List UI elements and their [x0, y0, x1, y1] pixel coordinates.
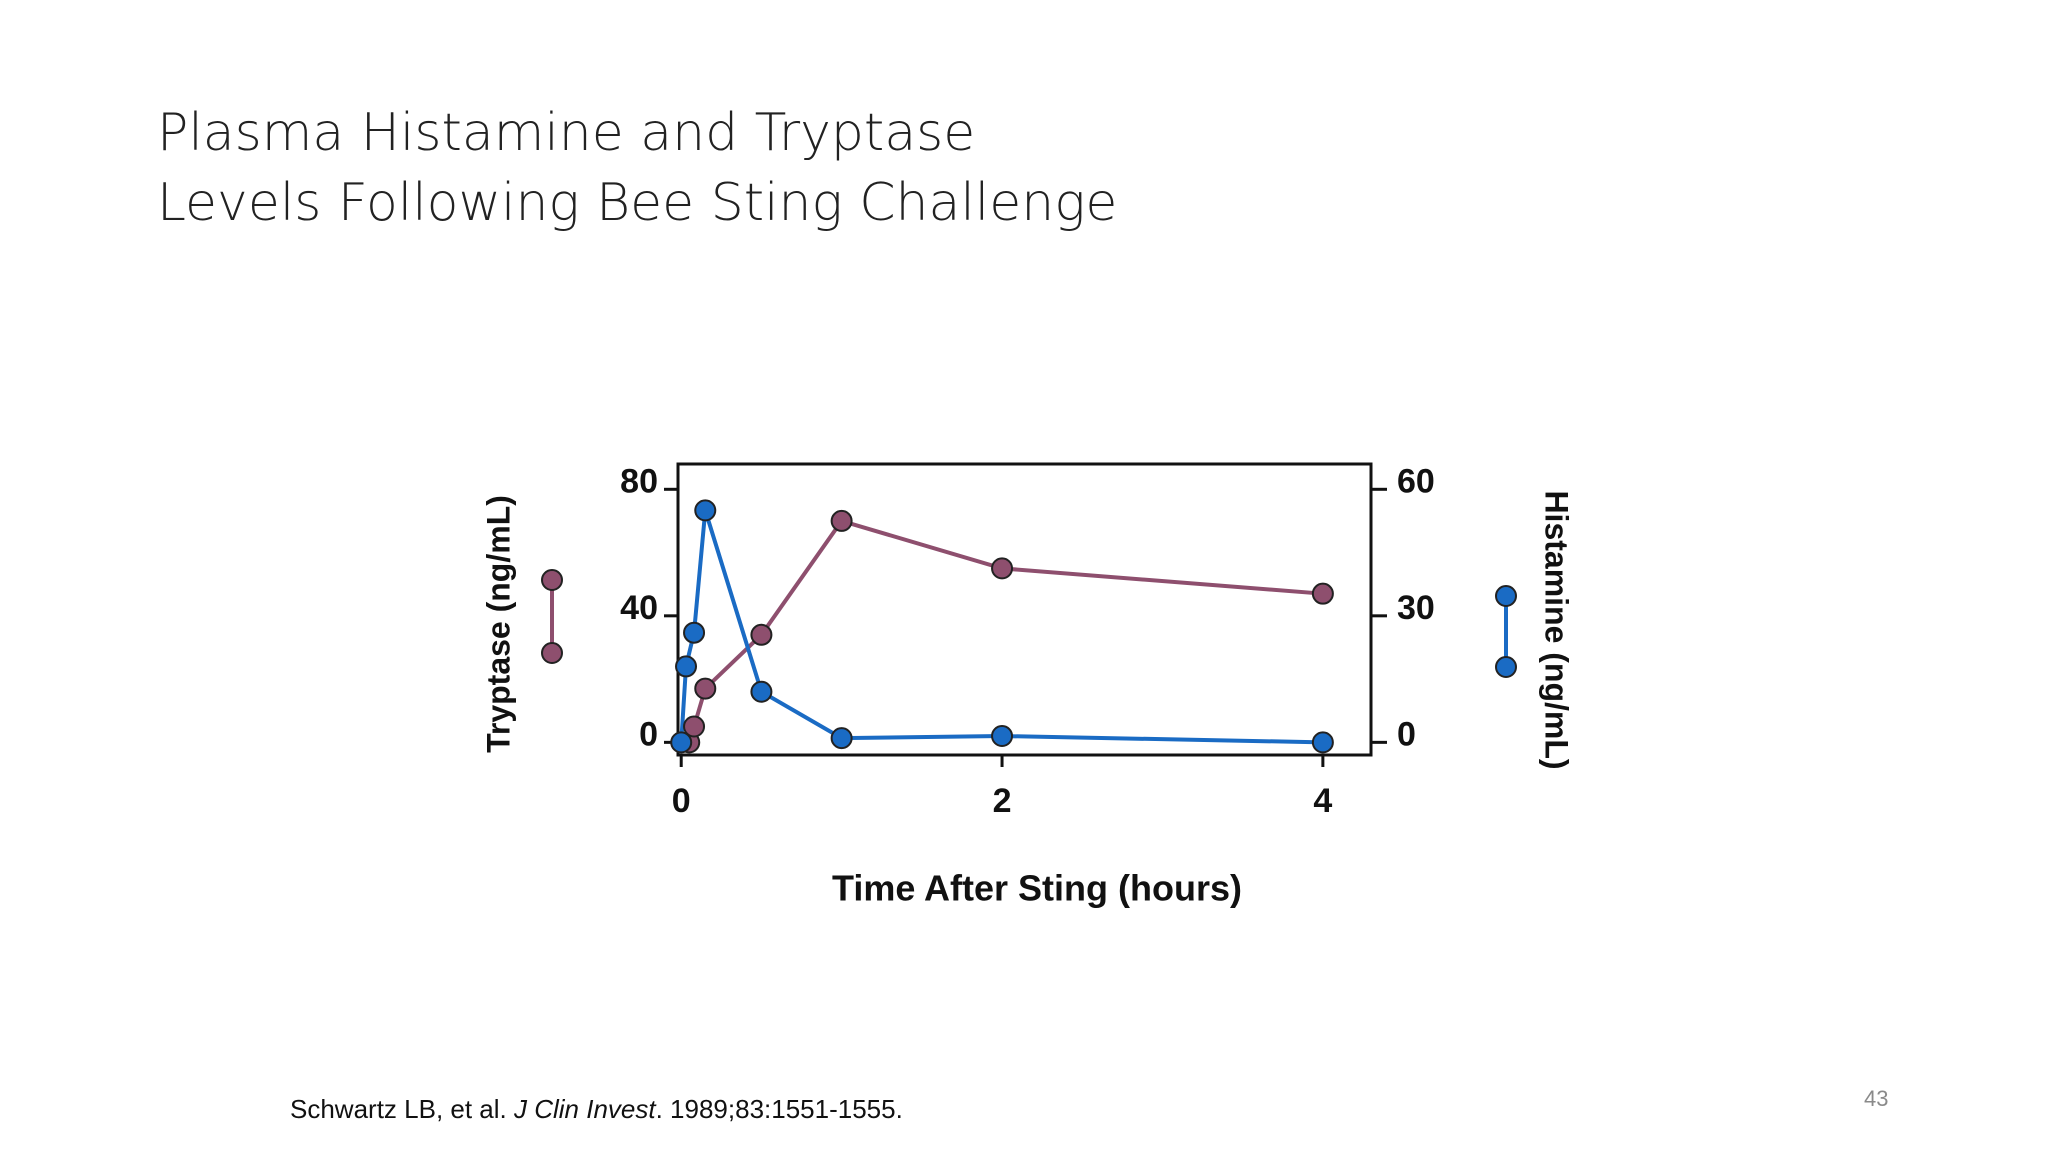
- data-point: [750, 623, 773, 646]
- x-tick-label: 4: [1313, 782, 1332, 820]
- citation-authors: Schwartz LB, et al.: [290, 1094, 507, 1124]
- y2-tick-label: 30: [1397, 589, 1435, 627]
- data-point: [1311, 731, 1334, 754]
- data-point: [683, 715, 706, 738]
- x-tick-label: 2: [993, 782, 1012, 820]
- data-point: [694, 677, 717, 700]
- legend-marker: [1495, 656, 1517, 678]
- y-axis-title: Tryptase (ng/mL): [480, 495, 516, 753]
- y2-tick-label: 60: [1397, 462, 1435, 500]
- citation: Schwartz LB, et al. J Clin Invest. 1989;…: [290, 1094, 903, 1125]
- title-line: Plasma Histamine and Tryptase: [157, 103, 976, 163]
- y2-tick-label: 0: [1397, 715, 1416, 753]
- page-number: 43: [1864, 1086, 1889, 1111]
- x-axis-title: Time After Sting (hours): [832, 868, 1242, 909]
- citation-journal: J Clin Invest: [514, 1094, 656, 1124]
- y-tick-label: 0: [639, 715, 658, 753]
- x-tick-label: 0: [672, 782, 691, 820]
- data-point: [991, 725, 1014, 748]
- data-point: [675, 655, 698, 678]
- y-tick-label: 80: [620, 462, 658, 500]
- data-point: [1311, 582, 1334, 605]
- data-point: [991, 557, 1014, 580]
- legend-marker: [541, 569, 563, 591]
- data-point: [670, 731, 693, 754]
- legend-marker: [541, 642, 563, 664]
- slide-title: Plasma Histamine and Tryptase Levels Fol…: [157, 98, 1117, 238]
- series-line: [679, 509, 1323, 745]
- title-line: Levels Following Bee Sting Challenge: [157, 173, 1118, 233]
- data-point: [694, 499, 717, 522]
- chart: Time After Sting (hours) Tryptase (ng/mL…: [480, 462, 1575, 909]
- data-point: [830, 509, 853, 532]
- plot-frame: [676, 462, 1373, 757]
- citation-details: . 1989;83:1551-1555.: [655, 1094, 903, 1124]
- y-tick-label: 40: [620, 589, 658, 627]
- series-line: [687, 518, 1324, 743]
- legend-marker: [1495, 585, 1517, 607]
- data-point: [683, 621, 706, 644]
- data-point: [830, 727, 853, 750]
- data-point: [750, 680, 773, 703]
- y2-axis-title: Histamine (ng/mL): [1539, 490, 1575, 769]
